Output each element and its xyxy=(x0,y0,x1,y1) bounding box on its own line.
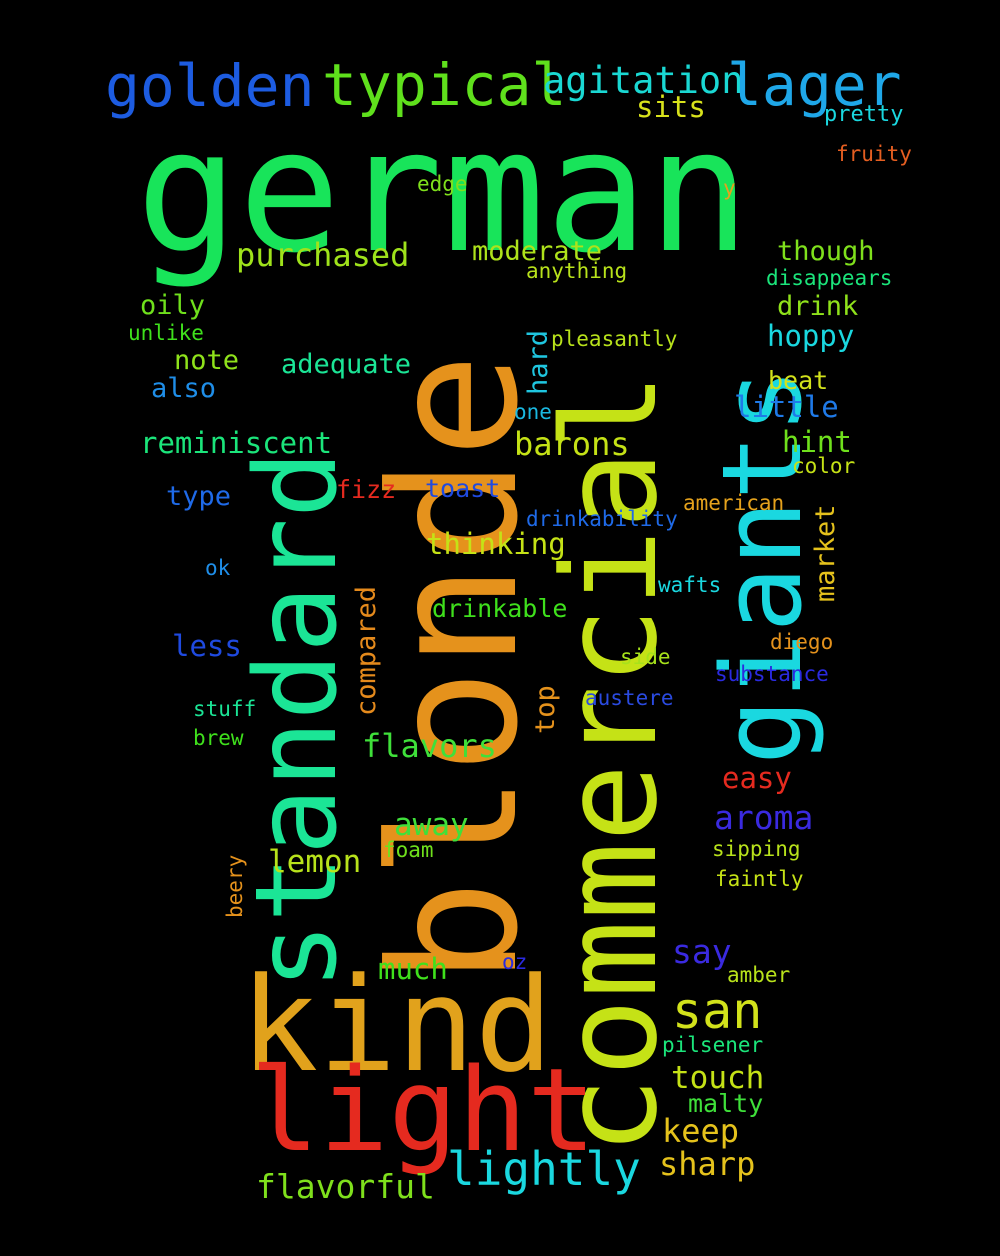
word-sipping: sipping xyxy=(712,837,801,861)
word-drinkability: drinkability xyxy=(526,507,678,531)
word-beat: beat xyxy=(768,366,828,395)
word-german: german xyxy=(136,93,750,291)
word-brew: brew xyxy=(193,726,244,750)
word-adequate: adequate xyxy=(281,349,411,380)
word-disappears: disappears xyxy=(766,266,892,290)
word-pleasantly: pleasantly xyxy=(551,327,677,351)
word-oily: oily xyxy=(140,290,205,321)
word-reminiscent: reminiscent xyxy=(140,426,332,460)
word-edge: edge xyxy=(417,172,468,196)
word-easy: easy xyxy=(722,761,792,795)
word-say: say xyxy=(672,932,732,971)
word-kind: kind xyxy=(240,949,553,1101)
word-light: light xyxy=(250,1044,596,1178)
word-one: one xyxy=(514,400,552,424)
word-touch: touch xyxy=(671,1060,764,1096)
word-agitation: agitation xyxy=(543,59,743,102)
word-substance: substance xyxy=(715,662,829,686)
word-sharp: sharp xyxy=(659,1145,755,1183)
word-sits: sits xyxy=(636,90,706,124)
word-barons: barons xyxy=(514,425,630,463)
word-lemon: lemon xyxy=(268,844,361,880)
word-type: type xyxy=(166,481,231,512)
word-hint: hint xyxy=(782,425,852,459)
word-san: san xyxy=(672,982,762,1040)
word-foam: foam xyxy=(383,838,434,862)
word-hard: hard xyxy=(523,330,554,395)
word-amber: amber xyxy=(727,963,790,987)
word-thinking: thinking xyxy=(426,527,566,561)
word-wafts: wafts xyxy=(658,573,721,597)
word-lightly: lightly xyxy=(447,1142,641,1196)
word-anything: anything xyxy=(526,259,627,283)
word-drink: drink xyxy=(777,291,858,322)
word-note: note xyxy=(174,345,239,376)
word-unlike: unlike xyxy=(128,321,204,345)
word-austere: austere xyxy=(585,686,674,710)
word-less: less xyxy=(172,629,242,663)
word-aroma: aroma xyxy=(714,798,813,837)
word-fizz: fizz xyxy=(336,475,396,504)
word-standard: standard xyxy=(232,451,362,990)
word-oz: oz xyxy=(502,950,527,974)
word-beery: beery xyxy=(223,855,247,918)
word-compared: compared xyxy=(351,586,382,716)
word-pilsener: pilsener xyxy=(662,1033,763,1057)
word-though: though xyxy=(777,236,875,267)
word-little: little xyxy=(734,390,839,424)
word-golden: golden xyxy=(105,52,315,120)
word-y: y xyxy=(723,176,736,200)
word-ok: ok xyxy=(205,556,231,580)
word-flavorful: flavorful xyxy=(256,1167,435,1206)
word-flavors: flavors xyxy=(362,727,497,765)
word-american: american xyxy=(683,491,784,515)
word-market: market xyxy=(810,504,841,602)
word-toast: toast xyxy=(425,474,500,503)
word-faintly: faintly xyxy=(715,867,804,891)
word-typical: typical xyxy=(322,51,566,119)
word-blonde: blonde xyxy=(354,353,557,985)
word-purchased: purchased xyxy=(236,236,409,274)
word-keep: keep xyxy=(662,1112,739,1150)
word-pretty: pretty xyxy=(824,102,903,127)
word-side: side xyxy=(620,645,671,669)
word-giants: giants xyxy=(698,368,826,765)
word-fruity: fruity xyxy=(836,142,912,166)
word-stuff: stuff xyxy=(193,697,256,721)
word-diego: diego xyxy=(770,630,833,654)
word-lager: lager xyxy=(727,51,902,119)
word-moderate: moderate xyxy=(472,236,602,267)
word-away: away xyxy=(394,807,469,843)
word-hoppy: hoppy xyxy=(767,319,854,353)
word-top: top xyxy=(530,685,561,734)
word-also: also xyxy=(151,373,216,404)
word-color: color xyxy=(792,454,855,478)
word-malty: malty xyxy=(688,1089,763,1118)
word-drinkable: drinkable xyxy=(432,594,567,623)
word-commercial: commercial xyxy=(534,372,686,1155)
word-much: much xyxy=(378,952,448,986)
